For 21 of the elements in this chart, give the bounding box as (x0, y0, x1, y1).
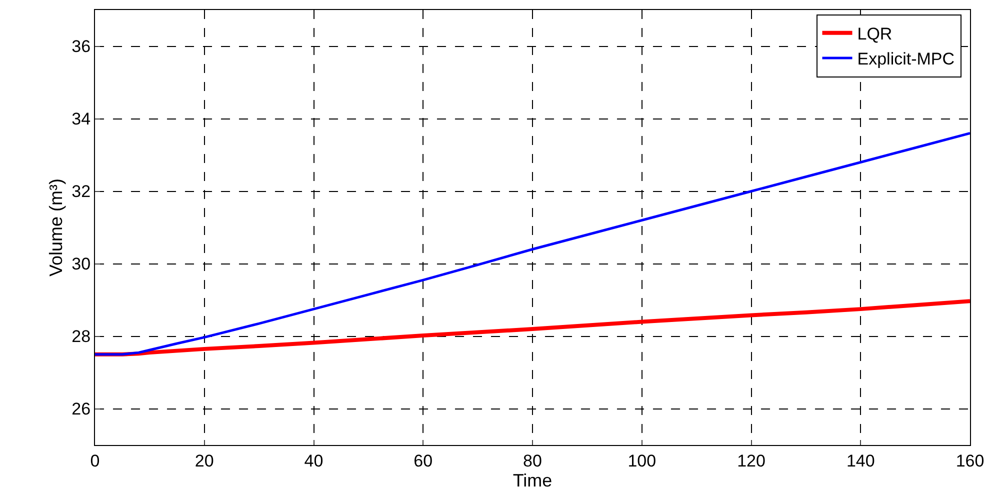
legend-label: LQR (857, 24, 892, 44)
y-axis-title: Volume (m³) (46, 178, 66, 277)
x-tick-label: 60 (414, 451, 433, 470)
x-axis-title: Time (512, 470, 552, 490)
y-tick-label: 30 (72, 254, 91, 274)
line-series (95, 132, 970, 356)
x-tick-label: 0 (90, 451, 100, 470)
y-tick-label: 26 (72, 400, 91, 419)
y-tick-label: 34 (72, 110, 91, 129)
x-tick-label: 160 (956, 451, 984, 470)
x-tick-label: 140 (846, 451, 875, 470)
x-tick-label: 100 (628, 451, 656, 470)
x-tick-label: 80 (523, 451, 542, 470)
y-tick-label: 28 (72, 327, 91, 346)
x-tick-label: 120 (737, 451, 766, 470)
x-tick-label: 20 (194, 451, 214, 470)
y-tick-label: 36 (72, 37, 91, 56)
legend-label: Explicit-MPC (857, 50, 955, 69)
line-series (95, 299, 970, 356)
y-tick-label: 32 (72, 182, 91, 202)
x-tick-label: 40 (304, 451, 324, 470)
